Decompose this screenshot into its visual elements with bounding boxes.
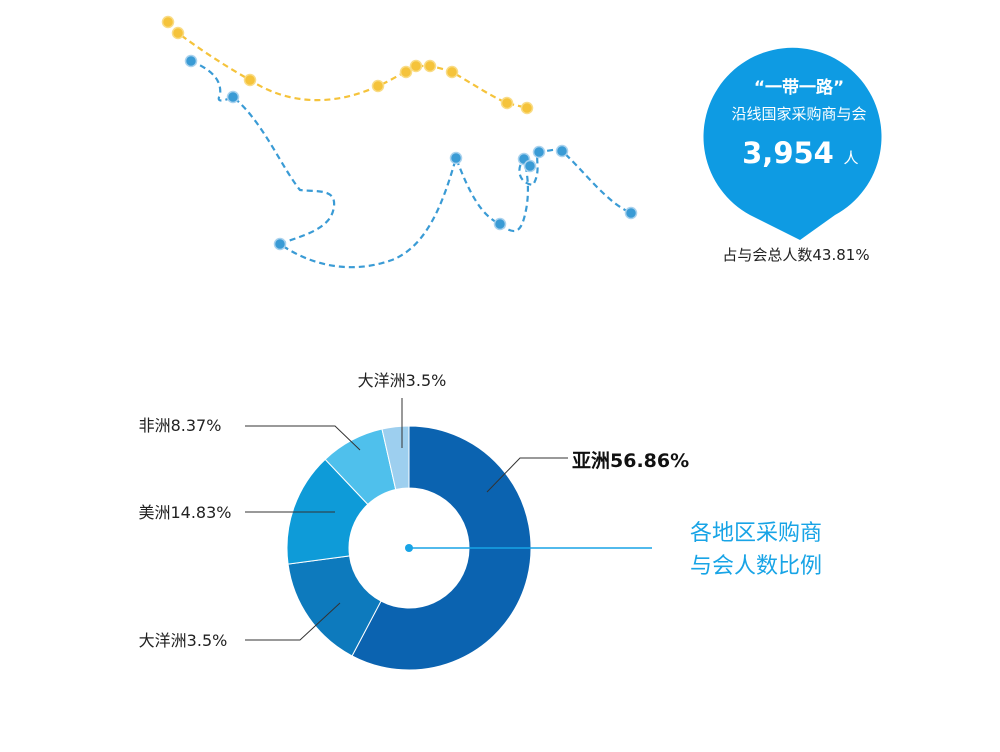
blue-route-stop-8 <box>532 145 546 159</box>
blue-route-stop-10 <box>624 206 638 220</box>
blue-route-stop-7 <box>523 159 537 173</box>
callout-bubble: “一带一路” 沿线国家采购商与会 3,954 人 占与会总人数43.81% <box>703 47 882 264</box>
blue-route-stop-4 <box>449 151 463 165</box>
blue-route-line <box>190 59 632 269</box>
yellow-route-stop-5 <box>399 65 413 79</box>
slice-label-oceania-top: 大洋洲3.5% <box>358 371 447 390</box>
slice-label-africa: 非洲8.37% <box>139 416 222 435</box>
chart-title-line-1: 各地区采购商 <box>690 521 822 546</box>
yellow-route-stop-10 <box>520 101 534 115</box>
callout-subtitle: 沿线国家采购商与会 <box>731 105 866 123</box>
leader-line-africa <box>245 425 361 451</box>
blue-route-stop-3 <box>273 237 287 251</box>
route-map <box>161 15 638 269</box>
blue-route-stop-9 <box>555 144 569 158</box>
yellow-route-stop-1 <box>161 15 175 29</box>
yellow-route-line <box>167 21 528 110</box>
yellow-route-stop-9 <box>500 96 514 110</box>
callout-bubble-shape <box>703 47 882 241</box>
callout-unit: 人 <box>843 149 858 167</box>
blue-route-stop-5 <box>493 217 507 231</box>
blue-route-stop-1 <box>184 54 198 68</box>
slice-label-americas: 美洲14.83% <box>138 503 231 522</box>
callout-value: 3,954 <box>742 136 834 170</box>
yellow-route-stop-2 <box>171 26 185 40</box>
blue-route-stop-2 <box>226 90 240 104</box>
chart-title-line-2: 与会人数比例 <box>690 554 822 579</box>
donut-chart: 亚洲56.86% 大洋洲3.5% 非洲8.37% 美洲14.83% 大洋洲3.5… <box>138 371 822 671</box>
yellow-route-stop-8 <box>445 65 459 79</box>
yellow-route-stops <box>161 15 534 115</box>
blue-route-stops <box>184 54 638 251</box>
slice-label-asia: 亚洲56.86% <box>572 450 689 472</box>
slice-label-oceania-bottom: 大洋洲3.5% <box>139 631 228 650</box>
yellow-route-stop-7 <box>423 59 437 73</box>
leader-line-oceania-bottom <box>245 602 341 641</box>
callout-title: “一带一路” <box>754 77 844 98</box>
leader-line-asia <box>486 457 568 493</box>
yellow-route-stop-6 <box>409 59 423 73</box>
label-leader-lines <box>245 398 568 641</box>
yellow-route-stop-3 <box>243 73 257 87</box>
callout-share-text: 占与会总人数43.81% <box>722 246 869 264</box>
yellow-route-stop-4 <box>371 79 385 93</box>
